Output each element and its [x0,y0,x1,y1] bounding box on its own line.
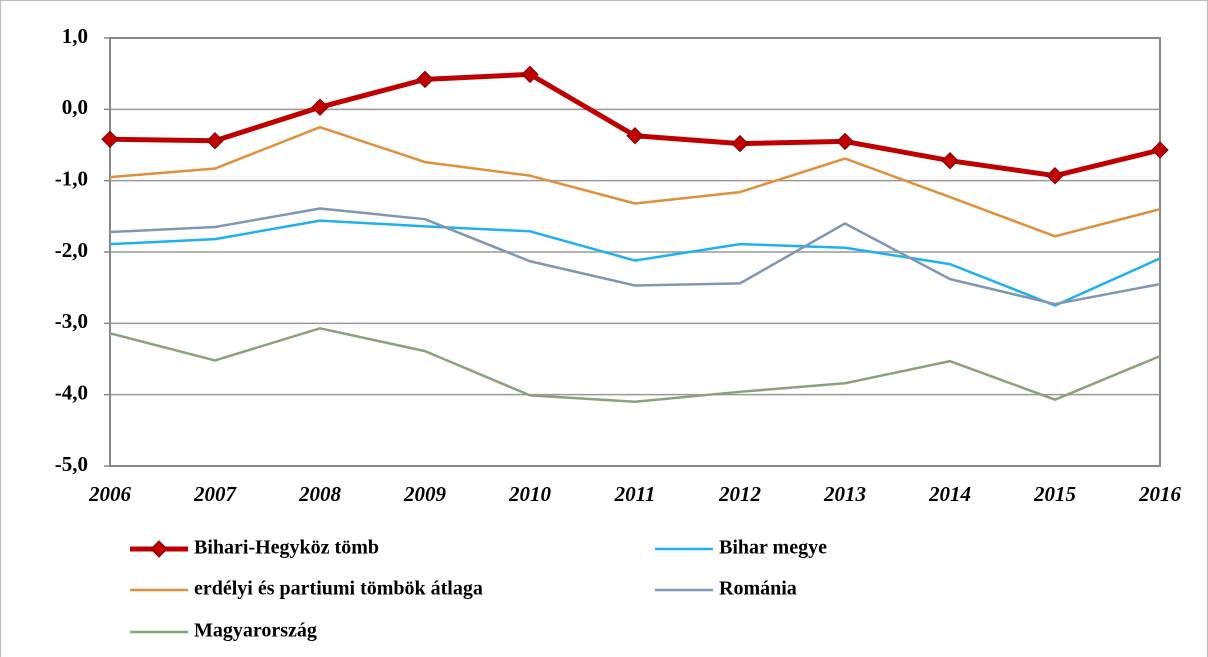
marker [521,65,539,84]
marker [731,134,749,153]
y-tick-label: 0,0 [62,95,88,119]
marker [941,151,959,170]
x-tick-label: 2014 [928,482,971,506]
legend-label: Románia [719,578,797,600]
line [109,125,1161,238]
marker [206,132,224,150]
x-tick-label: 2013 [823,482,866,506]
marker [1151,141,1169,159]
legend-label: Magyarország [194,620,317,642]
legend-label: erdélyi és partiumi tömbök átlaga [194,578,483,600]
y-tick-label: -4,0 [55,380,88,404]
line [109,71,1161,179]
legend-label: Bihari-Hegyköz tömb [194,537,379,559]
x-tick-label: 2011 [614,482,656,506]
y-tick-label: -1,0 [55,166,88,190]
legend-marker [150,540,168,558]
x-tick-label: 2009 [403,482,447,506]
marker [101,130,119,149]
x-tick-label: 2008 [298,482,342,506]
x-tick-label: 2016 [1138,482,1182,506]
marker [416,70,434,89]
marker [1046,166,1064,185]
line [109,207,1161,306]
x-tick-label: 2007 [193,482,238,506]
line [109,219,1161,307]
plot-border [109,37,1161,467]
legend-label: Bihar megye [719,537,827,559]
y-tick-label: -2,0 [55,238,88,262]
marker [626,127,644,145]
marker [836,132,854,151]
y-tick-label: -3,0 [55,309,88,333]
y-tick-label: -5,0 [55,452,88,476]
y-tick-label: 1,0 [62,24,88,48]
x-tick-label: 2015 [1033,482,1076,506]
x-tick-label: 2012 [718,482,762,506]
x-tick-label: 2006 [88,482,132,506]
x-tick-label: 2010 [508,482,552,506]
marker [311,98,329,116]
line [109,327,1161,404]
